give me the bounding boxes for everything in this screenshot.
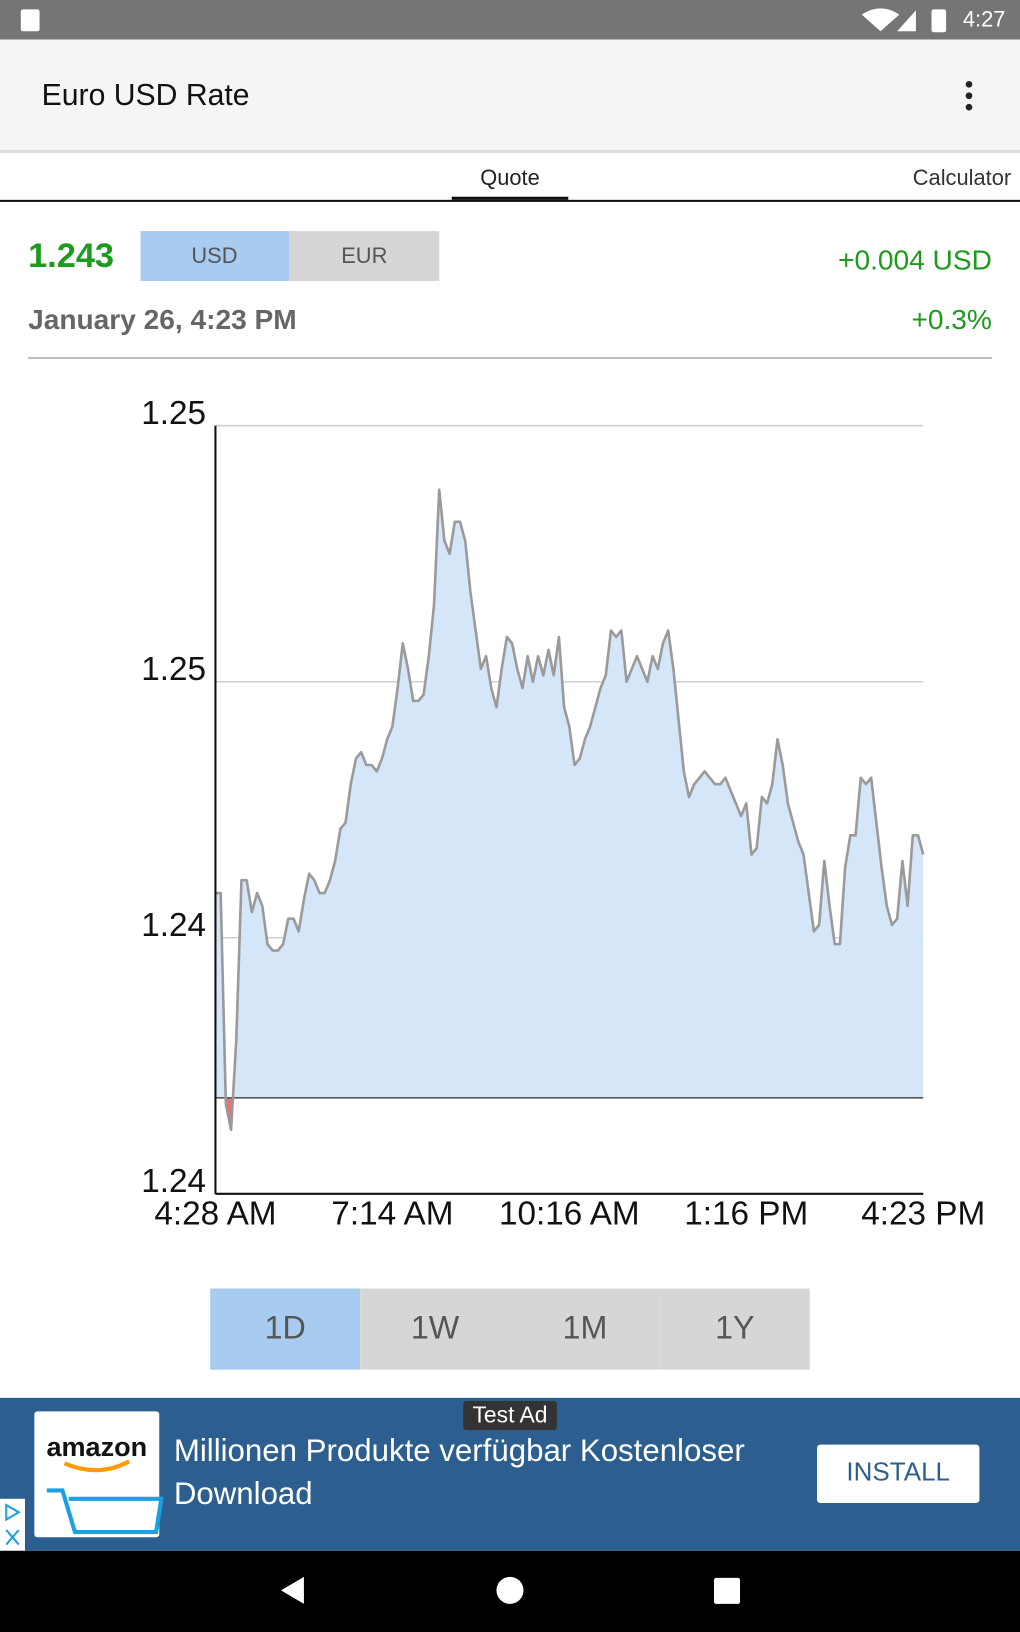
clock: 4:27: [963, 7, 1006, 32]
y-tick-label: 1.25: [141, 395, 206, 432]
x-tick-label: 4:28 AM: [154, 1195, 276, 1232]
range-button[interactable]: [510, 1288, 660, 1370]
currency-usd-label[interactable]: USD: [191, 243, 237, 268]
range-button[interactable]: [659, 1288, 810, 1370]
install-label[interactable]: INSTALL: [846, 1457, 950, 1487]
tab-divider: [0, 199, 1020, 202]
divider: [28, 357, 992, 360]
app-bar: [0, 39, 1020, 150]
status-bar: [0, 0, 1020, 40]
wifi-icon: [861, 8, 900, 32]
y-tick-label: 1.25: [141, 651, 206, 688]
range-label[interactable]: 1M: [563, 1310, 608, 1346]
currency-eur[interactable]: [289, 231, 440, 282]
sd-icon: [20, 9, 40, 32]
tab-calculator[interactable]: Calculator: [913, 165, 1011, 190]
tab-quote[interactable]: Quote: [480, 165, 540, 190]
chart: 1.24 1.24 1.25 1.25 4:28 AM 7:14 AM 10:16 AM 1:…: [141, 395, 985, 1232]
ad-logo: [34, 1411, 160, 1538]
tab-indicator: [451, 196, 569, 200]
nav-home[interactable]: [496, 1576, 524, 1604]
ad-choices-icon: [5, 1503, 21, 1522]
ad-choices[interactable]: [0, 1498, 25, 1551]
ad-badge-bg: [463, 1400, 557, 1431]
currency-eur-label[interactable]: EUR: [341, 243, 387, 268]
change: +0.004 USD: [838, 245, 992, 276]
ad-brand: amazon: [46, 1432, 147, 1462]
app-bar-shadow: [0, 149, 1020, 153]
install-button[interactable]: [817, 1444, 980, 1503]
x-tick-label: 7:14 AM: [331, 1195, 453, 1232]
ad-logo-cart: [46, 1488, 164, 1535]
price-line: [215, 488, 925, 1132]
nav-back[interactable]: [281, 1576, 304, 1604]
ad-logo-smile: [63, 1459, 131, 1473]
range-label[interactable]: 1Y: [715, 1310, 754, 1346]
ad-badge: Test Ad: [472, 1402, 547, 1428]
quote-date: January 26, 4:23 PM: [28, 304, 297, 335]
overflow-menu[interactable]: [965, 80, 973, 111]
range-label[interactable]: 1D: [265, 1310, 306, 1346]
x-tick-label: 1:16 PM: [684, 1195, 808, 1232]
y-tick-label: 1.24: [141, 1163, 206, 1200]
ad-close-icon[interactable]: [5, 1529, 20, 1546]
range-button[interactable]: [210, 1288, 361, 1370]
x-tick-label: 4:23 PM: [861, 1195, 985, 1232]
battery-icon: [931, 9, 947, 33]
nav-recents[interactable]: [714, 1577, 741, 1604]
range-button[interactable]: [360, 1288, 510, 1370]
range-label[interactable]: 1W: [411, 1310, 460, 1346]
change-percent: +0.3%: [911, 304, 991, 335]
rate: 1.243: [28, 237, 114, 275]
range-selector: 1D 1W 1M 1Y: [210, 1288, 810, 1370]
ad-text: Download: [174, 1476, 313, 1511]
y-tick-label: 1.24: [141, 907, 206, 944]
app-title: Euro USD Rate: [42, 79, 250, 112]
currency-usd[interactable]: [140, 231, 290, 282]
area-fill: [215, 489, 924, 1098]
x-tick-label: 10:16 AM: [499, 1195, 640, 1232]
ad-text: Millionen Produkte verfügbar Kostenloser: [174, 1433, 745, 1468]
